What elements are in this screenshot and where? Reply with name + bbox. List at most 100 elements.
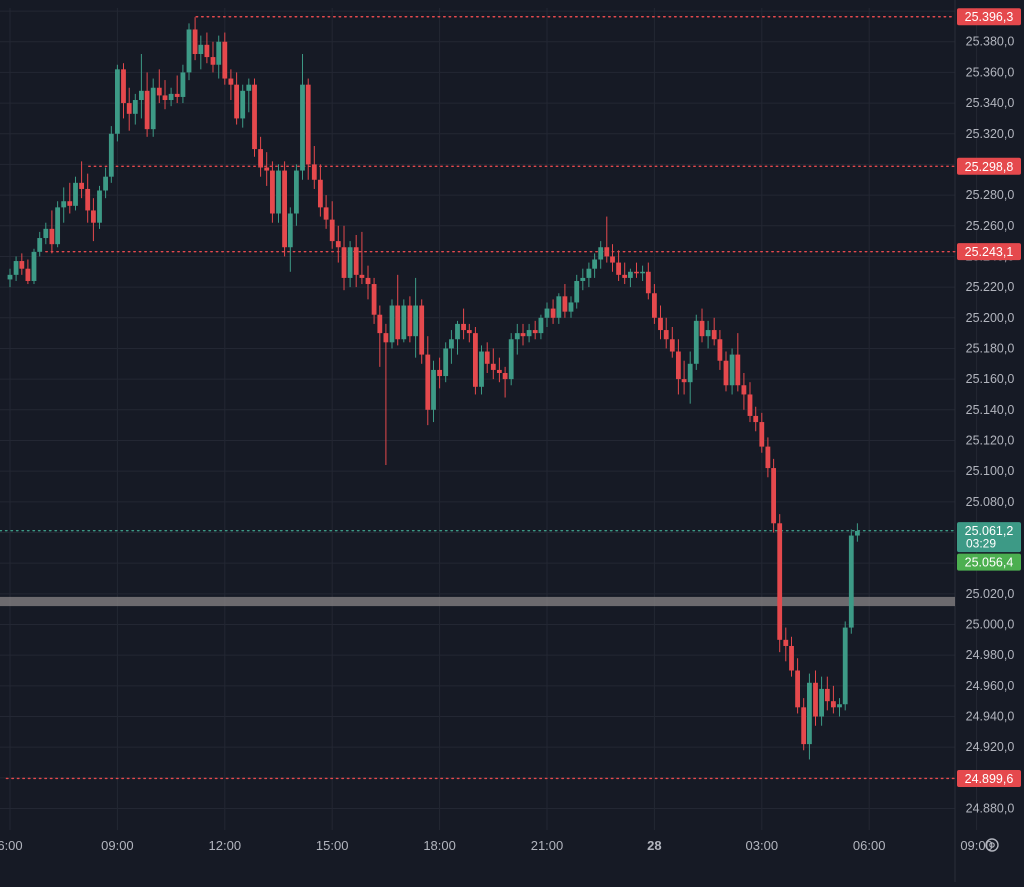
candle-up	[413, 277, 419, 358]
candle-body	[652, 293, 657, 318]
candle-down	[783, 627, 789, 662]
candle-body	[437, 369, 442, 377]
candle-body	[848, 535, 854, 628]
time-axis-label: 09:00	[101, 838, 134, 853]
candle-body	[490, 363, 496, 370]
candle-body	[240, 90, 246, 119]
candle-body	[723, 360, 729, 386]
candle-body	[687, 363, 693, 383]
candle-body	[216, 41, 222, 65]
candle-up	[574, 274, 580, 309]
candle-down	[604, 216, 610, 263]
price-axis-label: 25.380,0	[966, 35, 1015, 49]
candle-up	[216, 35, 222, 79]
price-axis-label: 25.080,0	[966, 495, 1015, 509]
price-axis-label: 25.000,0	[966, 618, 1015, 632]
candle-up	[598, 241, 604, 269]
candle-body	[162, 95, 168, 101]
candle-body	[634, 271, 639, 274]
candle-body	[383, 333, 389, 343]
candle-body	[150, 87, 156, 130]
time-axis-label: 6:00	[0, 838, 23, 853]
candle-down	[341, 225, 347, 291]
candle-body	[174, 93, 180, 97]
candle-down	[723, 351, 729, 392]
candle-up	[729, 348, 735, 395]
candle-body	[31, 251, 37, 281]
candle-down	[359, 231, 365, 285]
candle-body	[228, 78, 234, 85]
candle-down	[753, 406, 759, 432]
candle-down	[550, 299, 556, 324]
candle-body	[455, 323, 460, 340]
candle-up	[103, 167, 108, 199]
candle-up	[693, 314, 699, 370]
candle-body	[837, 704, 842, 708]
time-axis-label: 12:00	[209, 838, 242, 853]
candle-body	[198, 44, 204, 55]
candle-body	[132, 100, 138, 114]
candle-body	[108, 133, 114, 177]
candle-down	[473, 326, 478, 395]
candle-down	[25, 259, 31, 285]
candle-down	[502, 366, 508, 398]
candle-body	[544, 308, 550, 318]
candle-body	[371, 284, 377, 315]
price-axis-label: 25.160,0	[966, 372, 1015, 386]
candle-up	[276, 164, 281, 223]
candle-body	[604, 247, 610, 257]
candle-down	[634, 262, 639, 278]
time-axis-label: 09:00	[960, 838, 993, 853]
candle-down	[252, 78, 257, 157]
price-axis-label: 25.100,0	[966, 464, 1015, 478]
candle-down	[49, 210, 55, 254]
candle-up	[449, 330, 454, 364]
candle-body	[389, 305, 395, 343]
candle-body	[484, 351, 490, 364]
candle-up	[37, 231, 43, 257]
candle-down	[126, 87, 132, 131]
candle-body	[359, 274, 365, 278]
candle-down	[699, 308, 705, 343]
candle-down	[496, 357, 502, 383]
gear-icon[interactable]	[985, 838, 999, 852]
candle-body	[819, 688, 824, 717]
time-axis-label: 18:00	[423, 838, 456, 853]
candle-body	[210, 57, 216, 65]
candle-body	[13, 261, 19, 275]
level-price-tag-bg	[957, 243, 1021, 261]
candle-body	[425, 354, 431, 410]
price-zone-band	[0, 596, 955, 607]
candle-down	[663, 317, 669, 349]
candle-body	[663, 330, 669, 340]
candle-down	[658, 305, 663, 340]
candle-down	[437, 357, 442, 389]
candle-body	[520, 333, 526, 337]
candle-down	[192, 17, 198, 61]
candle-down	[91, 198, 96, 242]
candle-down	[323, 195, 329, 229]
price-axis-label: 25.360,0	[966, 65, 1015, 79]
candle-body	[365, 277, 371, 285]
current-price-tag-bg	[957, 522, 1021, 553]
candle-body	[461, 323, 466, 331]
candle-up	[514, 323, 520, 355]
price-axis-label: 25.340,0	[966, 96, 1015, 110]
candle-up	[854, 523, 860, 542]
price-axis-label: 25.320,0	[966, 127, 1015, 141]
time-axis-label: 21:00	[531, 838, 564, 853]
candle-down	[801, 698, 807, 751]
time-axis[interactable]: 6:00 09:00 12:00 15:00 18:00 21:00 28 03:00 06:0…	[0, 838, 993, 853]
level-price-tag: 25.396,3	[957, 8, 1021, 26]
candle-body	[532, 330, 538, 334]
candle-body	[586, 268, 592, 278]
candle-body	[264, 167, 270, 171]
candle-up	[389, 299, 395, 349]
candle-body	[246, 84, 252, 91]
candle-body	[234, 84, 240, 119]
candle-down	[777, 514, 783, 653]
candle-down	[747, 382, 753, 423]
